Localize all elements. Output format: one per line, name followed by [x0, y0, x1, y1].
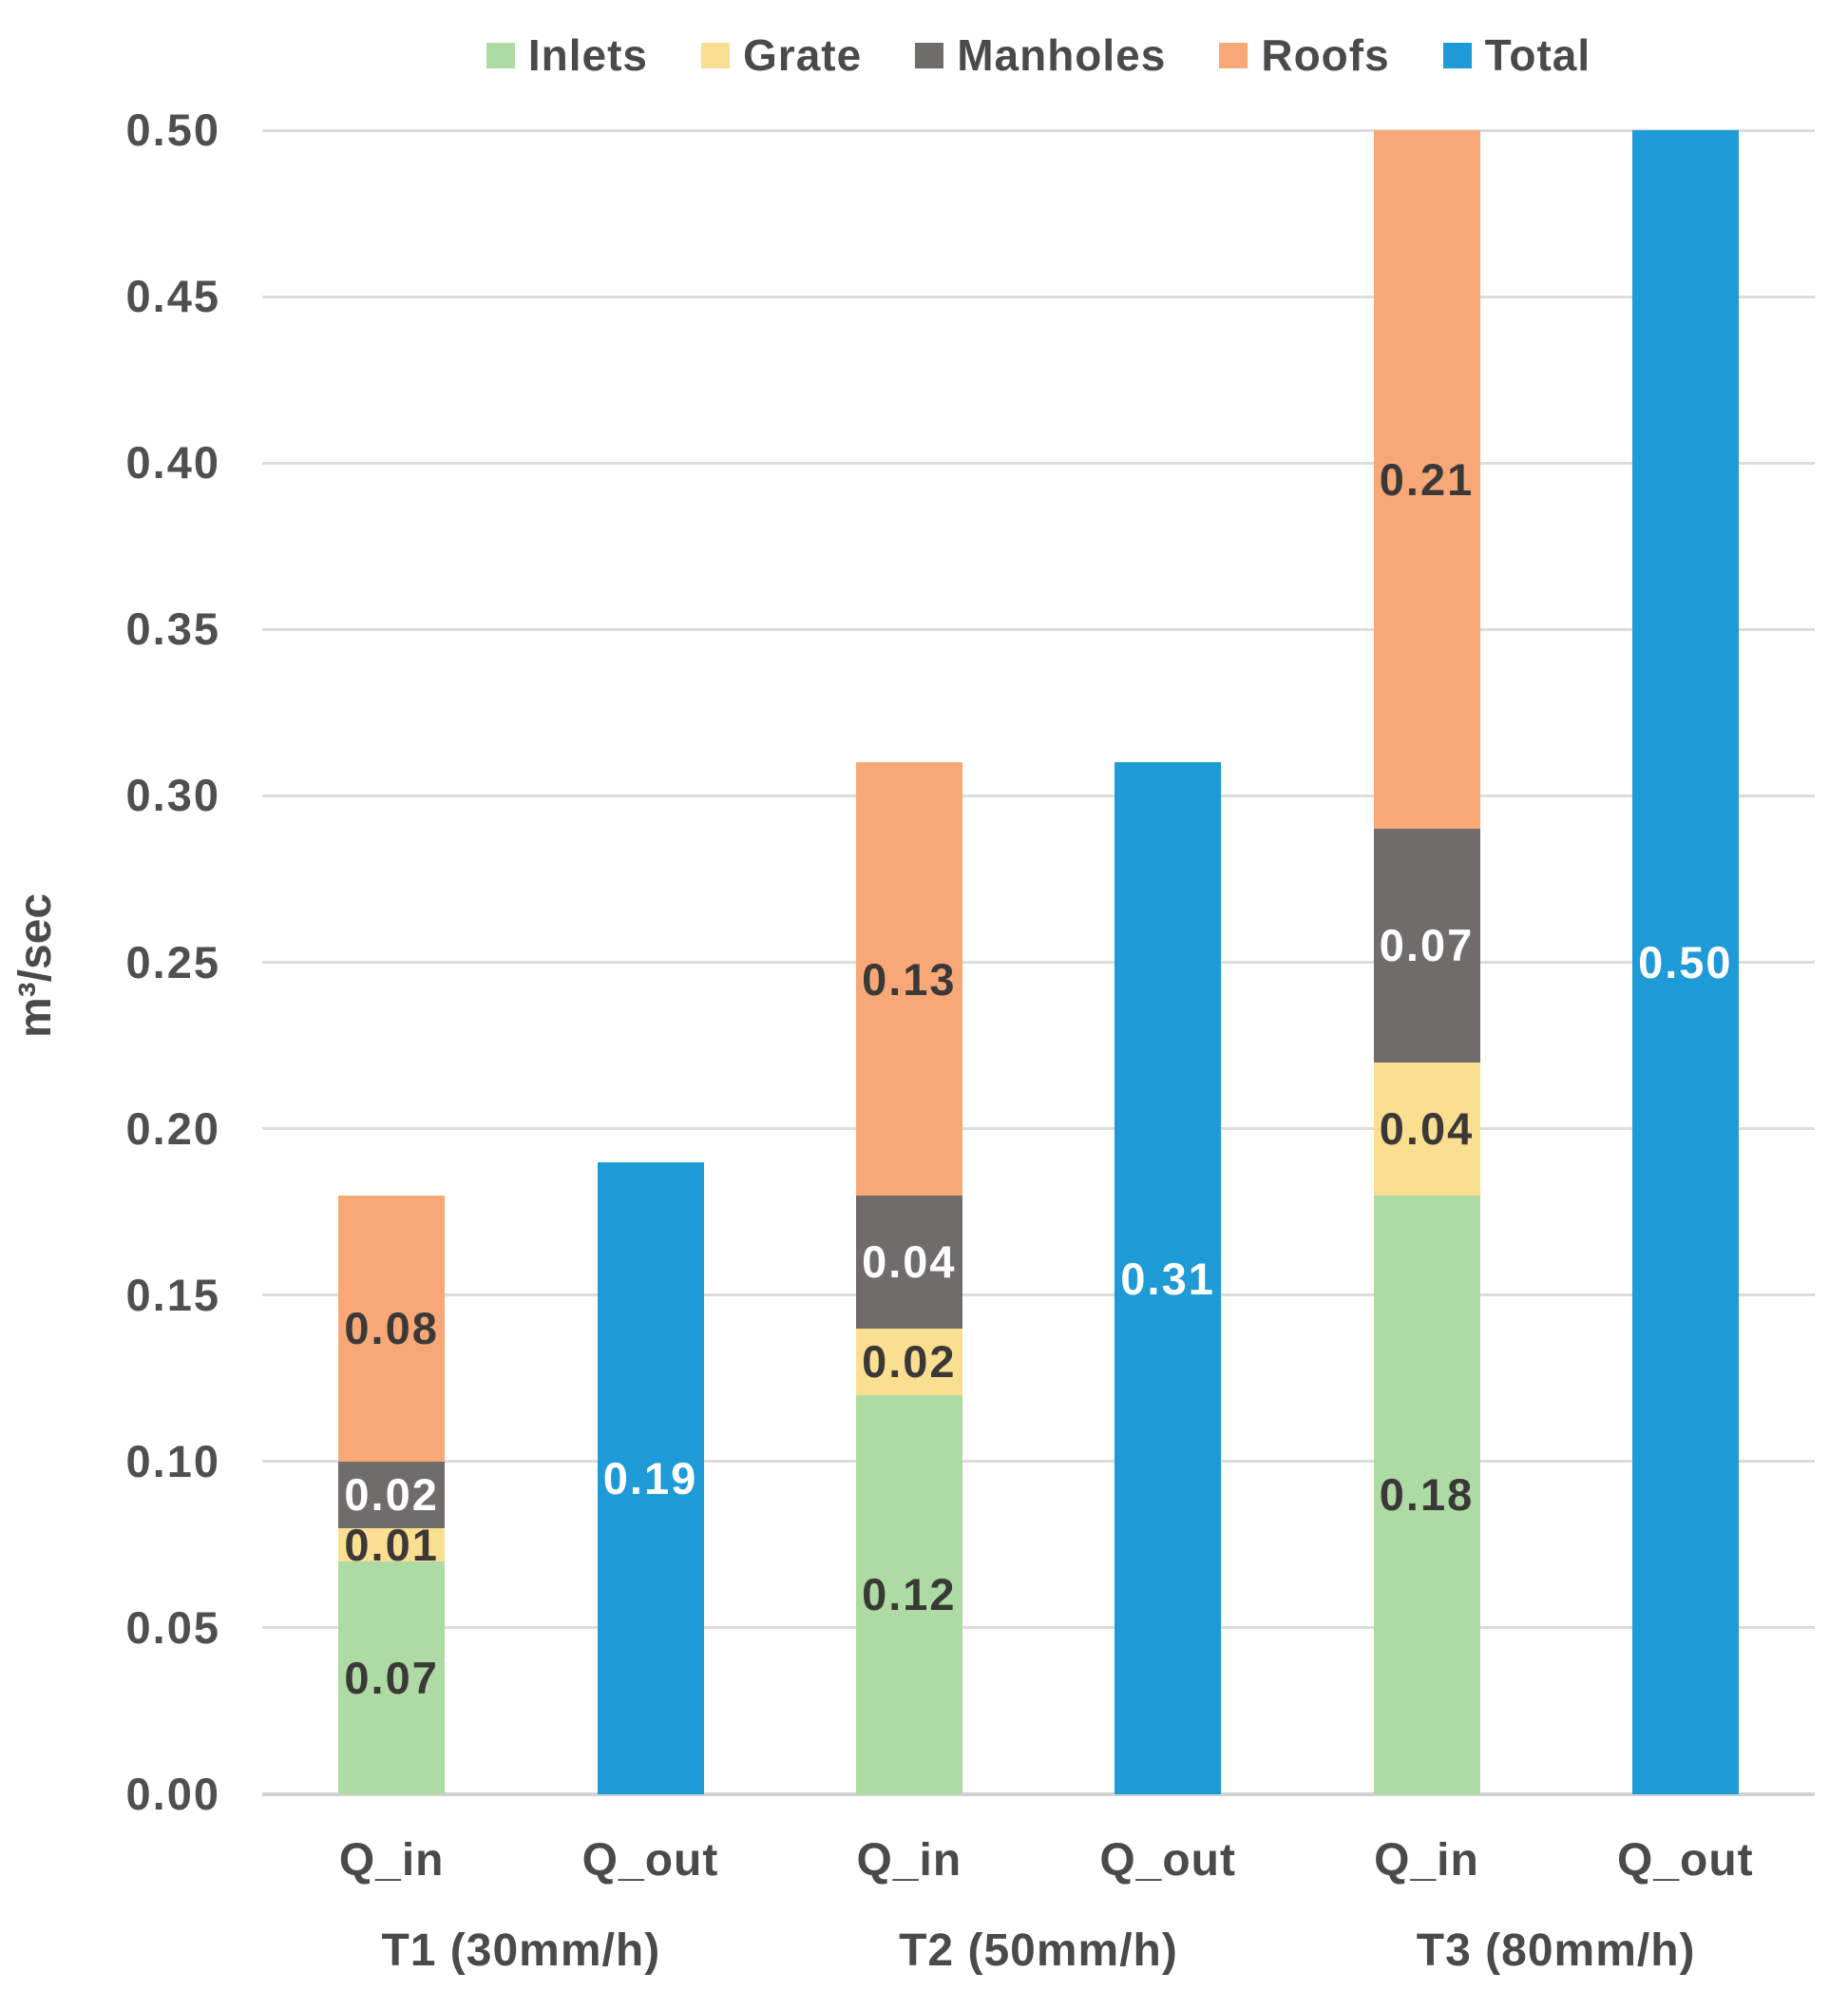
bar-segment-roofs: [1373, 130, 1480, 830]
group-label: T1 (30mm/h): [381, 1925, 661, 1976]
legend-swatch-inlets-icon: [486, 42, 515, 68]
bar-segment-grate: [338, 1527, 446, 1561]
gridline: [262, 1293, 1815, 1297]
y-tick-label: 0.15: [125, 1269, 220, 1320]
bar-segment-grate: [1373, 1062, 1480, 1196]
legend-label: Grate: [743, 30, 863, 80]
chart-legend: Inlets Grate Manholes Roofs Total: [262, 17, 1815, 93]
bar-value-label: 0.13: [862, 953, 957, 1005]
group-label: T3 (80mm/h): [1416, 1925, 1696, 1976]
y-tick-label: 0.25: [125, 936, 220, 987]
bar-value-label: 0.12: [862, 1569, 957, 1620]
bar-segment-total: [1115, 762, 1222, 1794]
bar-value-label: 0.02: [344, 1469, 439, 1521]
gridline: [262, 128, 1815, 132]
gridline: [262, 794, 1815, 797]
bar-segment-roofs: [338, 1195, 446, 1462]
gridline: [262, 961, 1815, 964]
bar-segment-manholes: [855, 1195, 962, 1329]
gridline: [262, 461, 1815, 465]
legend-item-grate: Grate: [701, 29, 862, 81]
legend-item-roofs: Roofs: [1219, 29, 1389, 81]
bar-value-label: 0.07: [344, 1652, 439, 1703]
bar-segment-manholes: [338, 1461, 446, 1528]
bar-value-label: 0.31: [1120, 1253, 1215, 1304]
y-tick-label: 0.50: [125, 105, 220, 155]
bar-segment-grate: [855, 1328, 962, 1395]
gridline: [262, 1127, 1815, 1131]
gridline: [262, 627, 1815, 631]
bar-segment-roofs: [855, 762, 962, 1196]
y-axis-title: m³/sec: [10, 892, 61, 1039]
y-tick-label: 0.45: [125, 271, 220, 322]
category-label: Q_in: [1374, 1835, 1479, 1886]
gridline: [262, 1792, 1815, 1796]
y-tick-label: 0.40: [125, 437, 220, 488]
legend-item-inlets: Inlets: [486, 29, 648, 81]
legend-label: Roofs: [1261, 30, 1390, 80]
category-label: Q_in: [338, 1835, 445, 1886]
legend-swatch-roofs-icon: [1219, 42, 1248, 68]
y-tick-label: 0.00: [125, 1769, 220, 1819]
bar-segment-inlets: [1373, 1195, 1480, 1794]
bar-value-label: 0.07: [1379, 920, 1475, 971]
category-label: Q_out: [1616, 1835, 1754, 1886]
legend-swatch-total-icon: [1442, 42, 1472, 68]
bar-segment-total: [597, 1161, 704, 1794]
bar-value-label: 0.21: [1379, 454, 1475, 506]
bar-value-label: 0.18: [1379, 1469, 1475, 1521]
bar-segment-manholes: [1373, 829, 1480, 1063]
y-tick-label: 0.20: [125, 1102, 220, 1154]
legend-swatch-manholes-icon: [915, 42, 944, 68]
bar-segment-total: [1631, 130, 1739, 1794]
bar-value-label: 0.02: [862, 1336, 957, 1388]
group-label: T2 (50mm/h): [899, 1925, 1178, 1976]
legend-label: Inlets: [527, 30, 649, 80]
legend-swatch-grate-icon: [701, 42, 731, 68]
bar-value-label: 0.08: [344, 1303, 439, 1354]
gridline: [262, 295, 1815, 298]
gridline: [262, 1626, 1815, 1630]
bar-segment-inlets: [338, 1561, 446, 1794]
bar-value-label: 0.19: [602, 1452, 698, 1503]
bar-value-label: 0.04: [862, 1236, 957, 1288]
legend-item-manholes: Manholes: [915, 29, 1166, 81]
category-label: Q_in: [856, 1835, 962, 1886]
bar-value-label: 0.04: [1379, 1103, 1475, 1155]
y-tick-label: 0.10: [125, 1435, 220, 1486]
bar-segment-inlets: [855, 1394, 962, 1794]
y-tick-label: 0.35: [125, 603, 220, 655]
y-tick-label: 0.30: [125, 770, 220, 821]
bar-value-label: 0.50: [1638, 937, 1733, 987]
y-tick-label: 0.05: [125, 1601, 220, 1653]
bar-value-label: 0.01: [344, 1519, 439, 1570]
legend-label: Manholes: [957, 30, 1167, 80]
legend-label: Total: [1484, 30, 1591, 80]
category-label: Q_out: [1099, 1835, 1236, 1886]
legend-item-total: Total: [1442, 29, 1591, 81]
category-label: Q_out: [581, 1835, 719, 1886]
gridline: [262, 1460, 1815, 1464]
